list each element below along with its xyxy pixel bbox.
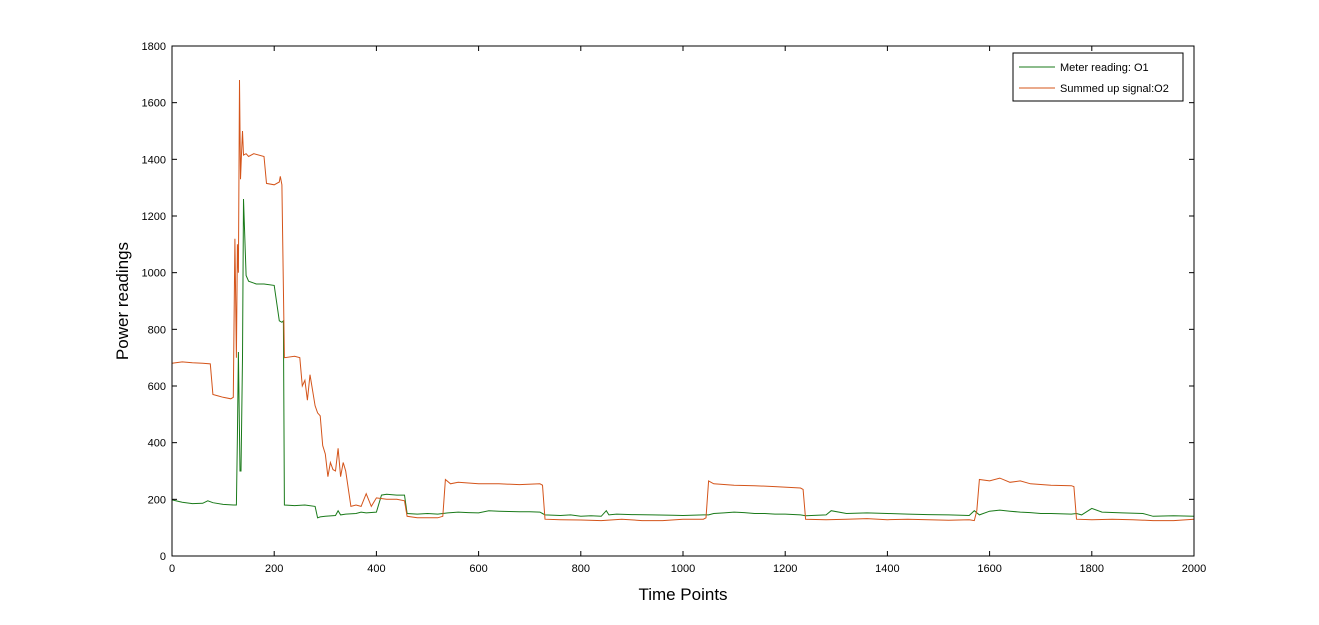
- axis-ticks: 0 200 400 600 800 1000 1200 1400 1600 1800 2000 0 20…: [142, 41, 1207, 575]
- y-tick-label: 0: [160, 551, 166, 563]
- y-tick-label: 800: [148, 324, 166, 336]
- y-tick-label: 200: [148, 494, 166, 506]
- x-tick-label: 600: [469, 563, 487, 575]
- y-tick-label: 600: [148, 381, 166, 393]
- y-axis-label: Power readings: [113, 242, 132, 360]
- y-tick-label: 1800: [142, 41, 166, 53]
- series-lines: [171, 79, 1195, 522]
- series-line-0: [171, 198, 1195, 519]
- x-tick-label: 1400: [875, 563, 899, 575]
- y-tick-label: 1000: [142, 268, 166, 280]
- y-tick-label: 1400: [142, 154, 166, 166]
- x-tick-label: 2000: [1182, 563, 1206, 575]
- x-tick-label: 1600: [977, 563, 1001, 575]
- legend-box: [1012, 52, 1184, 102]
- x-tick-label: 200: [265, 563, 283, 575]
- x-axis-label: Time Points: [638, 585, 727, 604]
- x-tick-label: 1000: [671, 563, 695, 575]
- legend-label-meter-reading: Meter reading: O1: [1060, 62, 1149, 74]
- x-tick-label: 400: [367, 563, 385, 575]
- x-tick-label: 0: [169, 563, 175, 575]
- y-tick-label: 1200: [142, 211, 166, 223]
- legend: Meter reading: O1 Summed up signal:O2: [1012, 52, 1184, 102]
- x-tick-label: 800: [572, 563, 590, 575]
- y-tick-label: 400: [148, 438, 166, 450]
- legend-label-summed-signal: Summed up signal:O2: [1060, 83, 1169, 95]
- x-tick-label: 1800: [1080, 563, 1104, 575]
- series-line-1: [171, 79, 1195, 522]
- y-tick-label: 1600: [142, 98, 166, 110]
- x-tick-label: 1200: [773, 563, 797, 575]
